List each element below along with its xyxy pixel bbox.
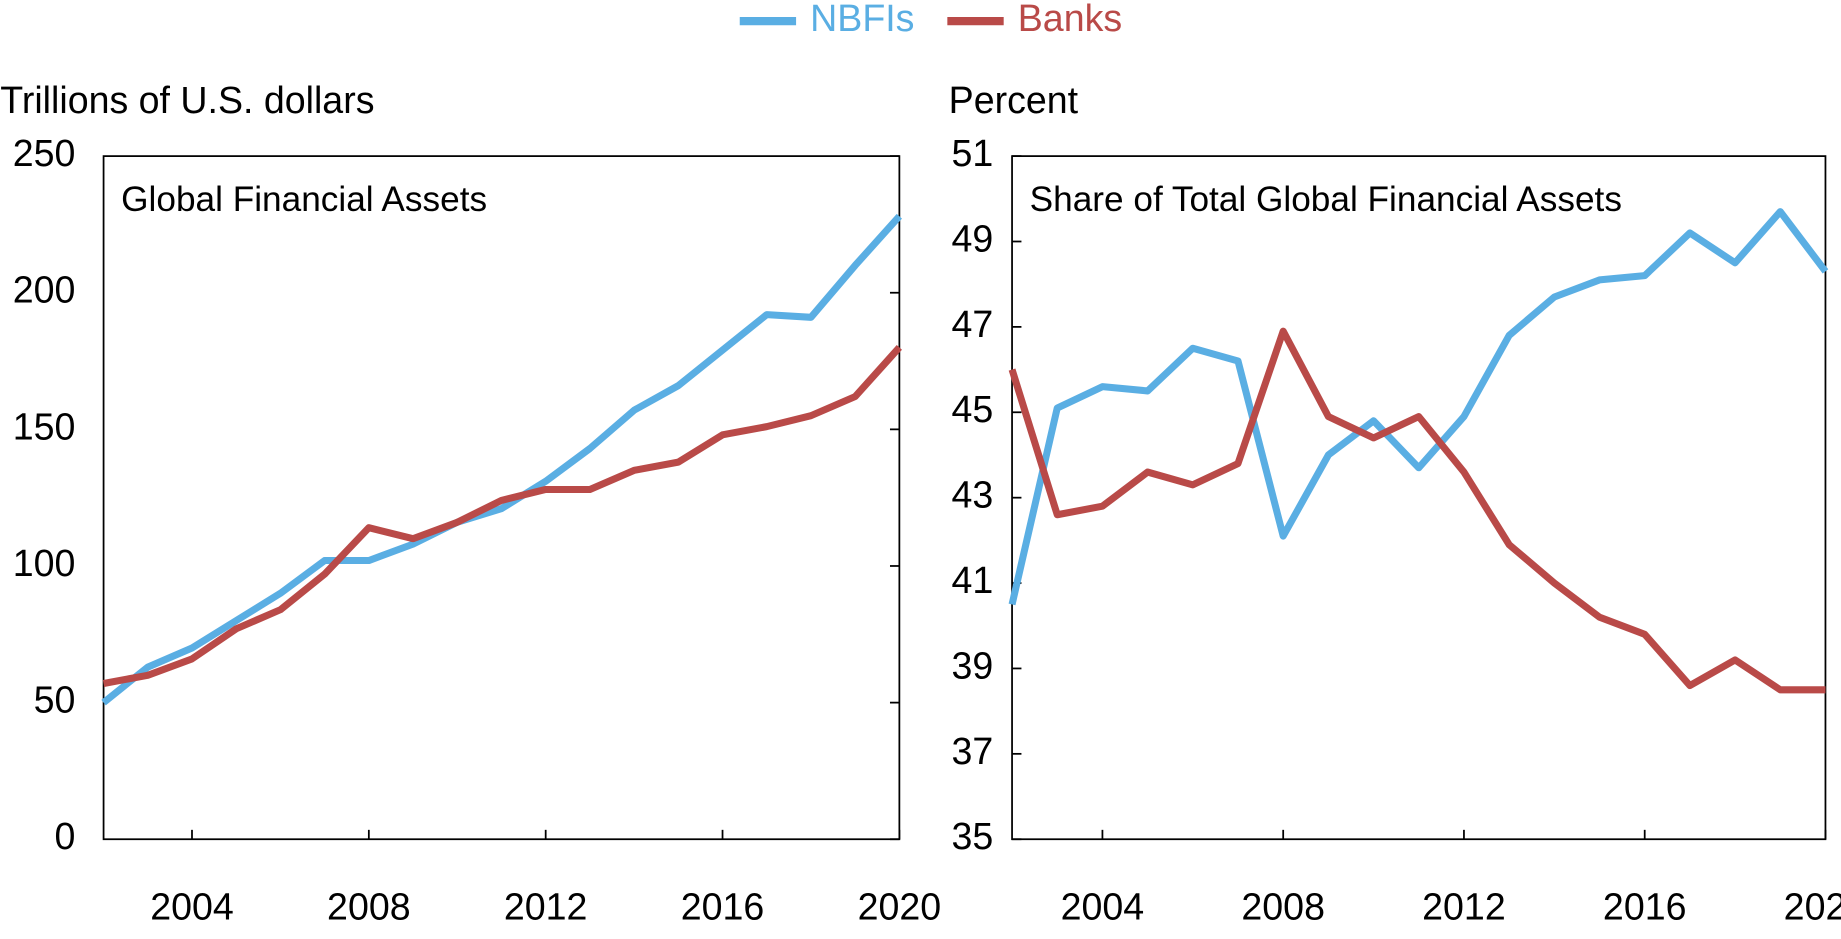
series-line: NBFIs <box>101 213 902 706</box>
plot-frame <box>1011 155 1827 841</box>
legend-label: NBFIs <box>810 0 914 39</box>
x-tick-label: 2012 <box>504 886 588 928</box>
y-tick-label: 35 <box>952 815 994 857</box>
y-tick-label: 43 <box>952 474 994 516</box>
y-tick-label: 250 <box>13 132 76 174</box>
y-tick-label: 39 <box>952 644 994 686</box>
series-line: Banks <box>102 345 902 687</box>
y-tick-label: 47 <box>952 303 994 345</box>
legend-label: Banks <box>1018 0 1122 39</box>
y-tick-label: 51 <box>952 132 994 174</box>
panel-title: Share of Total Global Financial Assets <box>1030 180 1622 219</box>
x-tick-label: 2004 <box>1061 886 1145 928</box>
y-tick-label: 100 <box>13 542 76 584</box>
series-line: Banks <box>1008 327 1826 694</box>
y-tick-label: 37 <box>952 730 994 772</box>
x-tick-label: 2020 <box>858 886 942 928</box>
x-tick-label: 2016 <box>681 886 765 928</box>
panel-title: Global Financial Assets <box>121 180 487 219</box>
y-tick-label: 0 <box>55 815 76 857</box>
y-tick-label: 50 <box>34 679 76 721</box>
x-tick-label: 2008 <box>1241 886 1325 928</box>
plot-frame <box>102 155 901 841</box>
x-tick-label: 2008 <box>327 886 411 928</box>
y-axis-label: Trillions of U.S. dollars <box>0 79 374 121</box>
x-tick-label: 2016 <box>1603 886 1687 928</box>
series-line: NBFIs <box>1008 208 1829 606</box>
y-tick-label: 41 <box>952 559 994 601</box>
y-axis-label: Percent <box>949 79 1079 121</box>
y-tick-label: 150 <box>13 405 76 447</box>
x-tick-label: 2020 <box>1784 886 1841 928</box>
y-tick-label: 45 <box>952 388 994 430</box>
y-tick-label: 200 <box>13 269 76 311</box>
y-tick-label: 49 <box>952 217 994 259</box>
x-tick-label: 2012 <box>1422 886 1506 928</box>
x-tick-label: 2004 <box>150 886 234 928</box>
